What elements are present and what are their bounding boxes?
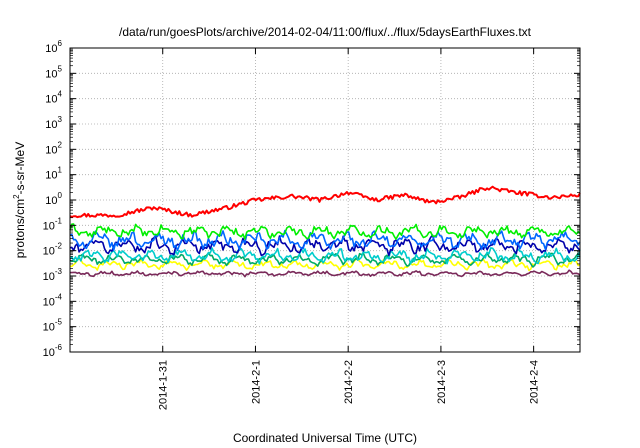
x-axis-label: Coordinated Universal Time (UTC) <box>233 431 417 445</box>
series-line-2 <box>69 223 581 240</box>
y-tick-label: 100 <box>45 191 62 207</box>
series-line-1 <box>69 185 581 219</box>
y-tick-label: 10-5 <box>43 318 63 334</box>
x-tick-label: 2014-1-31 <box>158 360 170 410</box>
y-tick-label: 10-6 <box>43 343 63 359</box>
y-tick-label: 10-3 <box>43 267 63 283</box>
y-tick-label: 103 <box>45 115 62 131</box>
y-tick-label: 106 <box>45 39 62 55</box>
y-tick-label: 10-1 <box>43 216 63 232</box>
y-tick-label: 102 <box>45 140 62 156</box>
x-tick-label: 2014-2-3 <box>436 360 448 404</box>
y-tick-label: 104 <box>45 90 62 106</box>
x-tick-labels: 2014-1-31 2014-2-1 2014-2-2 2014-2-3 2014-2-… <box>158 48 541 410</box>
series-line-5 <box>69 247 581 265</box>
y-tick-label: 10-2 <box>43 242 63 258</box>
y-axis-label: protons/cm2-s-sr-MeV <box>12 142 27 258</box>
chart-title: /data/run/goesPlots/archive/2014-02-04/1… <box>119 25 532 39</box>
y-tick-label: 105 <box>45 64 62 80</box>
grid <box>70 48 580 352</box>
x-tick-label: 2014-2-2 <box>343 360 355 404</box>
series-line-3 <box>69 229 581 252</box>
series-line-7 <box>69 257 581 272</box>
y-tick-label: 10-4 <box>43 292 63 308</box>
x-tick-label: 2014-2-1 <box>250 360 262 404</box>
x-tick-label: 2014-2-4 <box>529 360 541 404</box>
y-tick-label: 101 <box>45 166 62 182</box>
series-group <box>69 185 581 278</box>
y-tick-labels: 106 105 104 103 102 101 100 10-1 10-2 10-3 10-4 10-… <box>43 39 580 359</box>
series-line-8 <box>70 269 581 278</box>
series-line-6 <box>69 252 581 268</box>
